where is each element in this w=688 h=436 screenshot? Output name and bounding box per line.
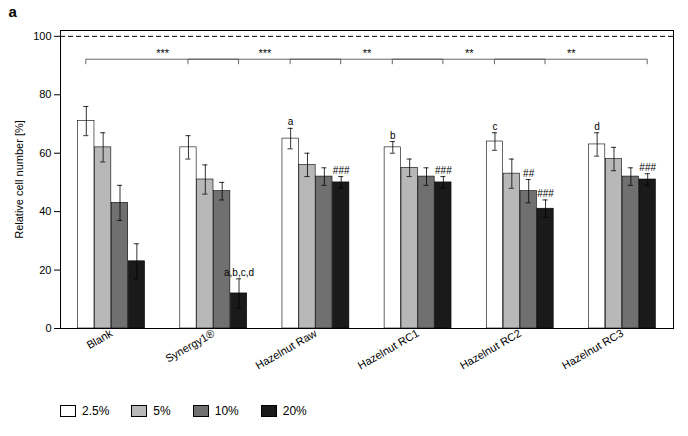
svg-text:###: ### bbox=[333, 165, 350, 176]
svg-text:Hazelnut Raw: Hazelnut Raw bbox=[253, 327, 318, 372]
svg-text:a: a bbox=[9, 3, 18, 20]
svg-text:Hazelnut RC2: Hazelnut RC2 bbox=[458, 327, 523, 372]
svg-text:a,b,c,d: a,b,c,d bbox=[224, 267, 254, 278]
svg-text:100: 100 bbox=[33, 30, 51, 42]
svg-text:Hazelnut RC3: Hazelnut RC3 bbox=[560, 327, 625, 372]
svg-text:Relative cell number [%]: Relative cell number [%] bbox=[13, 120, 25, 239]
svg-text:***: *** bbox=[156, 47, 170, 59]
svg-text:20: 20 bbox=[39, 264, 51, 276]
svg-text:Synergy1®: Synergy1® bbox=[163, 327, 216, 365]
svg-text:c: c bbox=[492, 121, 497, 132]
svg-text:0: 0 bbox=[45, 322, 51, 334]
svg-text:80: 80 bbox=[39, 88, 51, 100]
svg-text:40: 40 bbox=[39, 205, 51, 217]
svg-text:a: a bbox=[288, 116, 294, 127]
svg-text:b: b bbox=[390, 130, 396, 141]
svg-text:###: ### bbox=[639, 162, 656, 173]
svg-text:60: 60 bbox=[39, 147, 51, 159]
svg-text:###: ### bbox=[435, 165, 452, 176]
html-text:20%: 20% bbox=[282, 404, 307, 418]
svg-text:Hazelnut RC1: Hazelnut RC1 bbox=[356, 327, 421, 372]
html-text:5%: 5% bbox=[153, 404, 171, 418]
svg-text:**: ** bbox=[465, 47, 474, 59]
svg-text:**: ** bbox=[567, 47, 576, 59]
html-text:2.5%: 2.5% bbox=[82, 404, 110, 418]
svg-text:**: ** bbox=[363, 47, 372, 59]
svg-text:###: ### bbox=[537, 188, 554, 199]
html-text:10%: 10% bbox=[214, 404, 239, 418]
svg-text:***: *** bbox=[258, 47, 272, 59]
svg-text:Blank: Blank bbox=[85, 327, 115, 351]
svg-text:##: ## bbox=[523, 168, 535, 179]
svg-text:d: d bbox=[594, 121, 600, 132]
